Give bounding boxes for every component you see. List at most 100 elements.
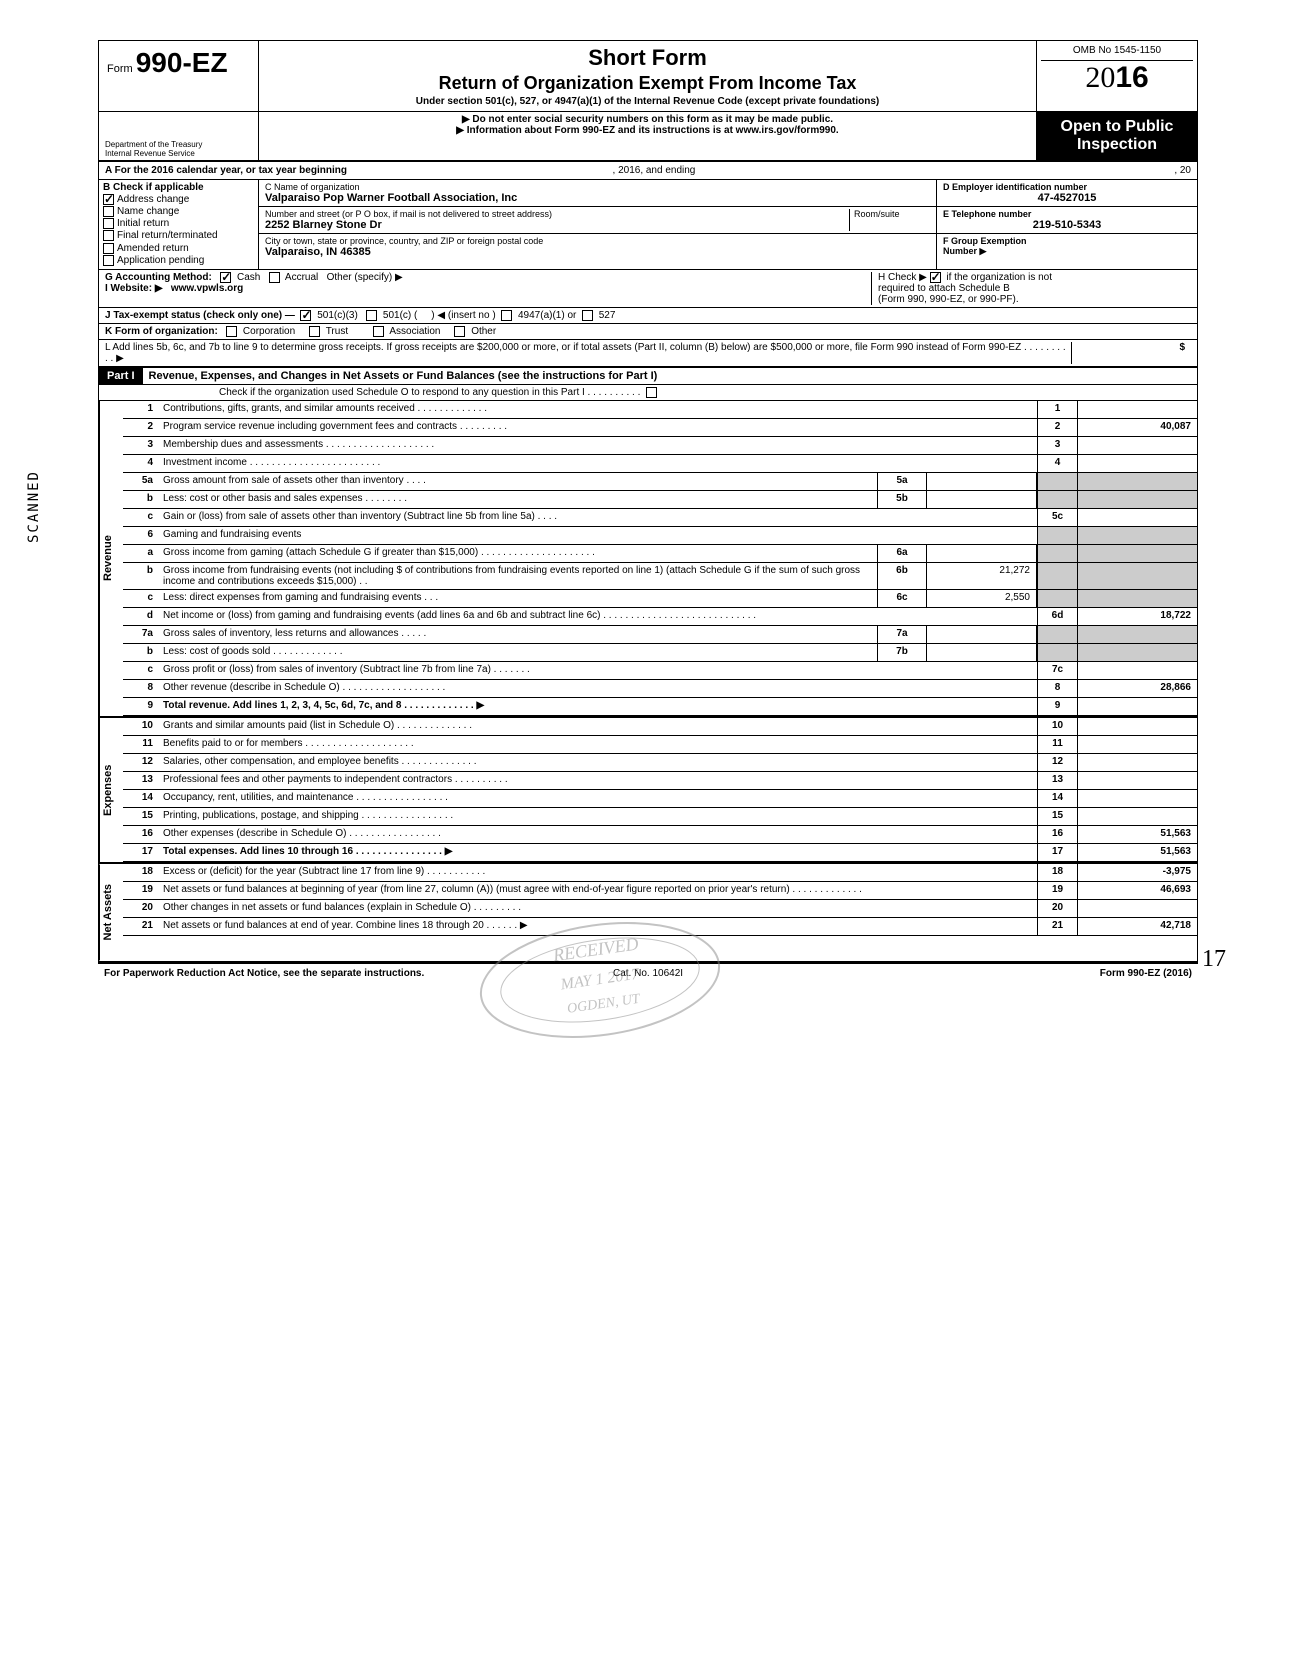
i-site: www.vpwls.org bbox=[171, 283, 243, 294]
cb-501c[interactable] bbox=[366, 310, 377, 321]
year-prefix: 20 bbox=[1085, 61, 1115, 94]
footer: For Paperwork Reduction Act Notice, see … bbox=[98, 964, 1198, 983]
total-line-amt bbox=[1077, 491, 1197, 508]
section-b-through-f: B Check if applicable Address change Nam… bbox=[99, 180, 1197, 270]
cb-corp[interactable] bbox=[226, 326, 237, 337]
footer-right: Form 990-EZ (2016) bbox=[829, 968, 1192, 979]
total-line-num bbox=[1037, 644, 1077, 661]
cb-other[interactable] bbox=[454, 326, 465, 337]
total-line-num: 11 bbox=[1037, 736, 1077, 753]
cb-h[interactable] bbox=[930, 272, 941, 283]
total-line-num: 19 bbox=[1037, 882, 1077, 899]
side-netassets: Net Assets bbox=[99, 864, 123, 960]
line-row: aGross income from gaming (attach Schedu… bbox=[123, 545, 1197, 563]
total-line-amt bbox=[1077, 698, 1197, 715]
part1-title: Revenue, Expenses, and Changes in Net As… bbox=[149, 370, 658, 382]
year-bold: 16 bbox=[1115, 61, 1148, 94]
row-a-label: A For the 2016 calendar year, or tax yea… bbox=[105, 165, 347, 176]
line-row: bLess: cost of goods sold . . . . . . . … bbox=[123, 644, 1197, 662]
line-desc: Gross sales of inventory, less returns a… bbox=[159, 626, 877, 643]
line-num: 20 bbox=[123, 900, 159, 917]
cb-label-2: Name change bbox=[117, 206, 179, 217]
cb-address-change[interactable] bbox=[103, 194, 114, 205]
cb-part1-schedo[interactable] bbox=[646, 387, 657, 398]
j1: 501(c)(3) bbox=[317, 310, 358, 321]
line-num: 2 bbox=[123, 419, 159, 436]
total-line-num: 12 bbox=[1037, 754, 1077, 771]
total-line-num: 18 bbox=[1037, 864, 1077, 881]
total-line-amt bbox=[1077, 455, 1197, 472]
cb-4947[interactable] bbox=[501, 310, 512, 321]
line-num: b bbox=[123, 563, 159, 589]
sub-line-amt bbox=[927, 545, 1037, 562]
total-line-num: 21 bbox=[1037, 918, 1077, 935]
line-num: 19 bbox=[123, 882, 159, 899]
line-num: 15 bbox=[123, 808, 159, 825]
cb-label-5: Amended return bbox=[117, 243, 189, 254]
line-desc: Excess or (deficit) for the year (Subtra… bbox=[159, 864, 1037, 881]
omb-year-block: OMB No 1545-1150 2016 bbox=[1037, 41, 1197, 111]
cb-trust[interactable] bbox=[309, 326, 320, 337]
total-line-amt: 46,693 bbox=[1077, 882, 1197, 899]
total-line-amt: 40,087 bbox=[1077, 419, 1197, 436]
cb-501c3[interactable] bbox=[300, 310, 311, 321]
line-row: 10Grants and similar amounts paid (list … bbox=[123, 718, 1197, 736]
sub-line-amt bbox=[927, 491, 1037, 508]
cb-pending[interactable] bbox=[103, 255, 114, 266]
city-label: City or town, state or province, country… bbox=[265, 236, 930, 246]
total-line-num bbox=[1037, 527, 1077, 544]
line-desc: Gross profit or (loss) from sales of inv… bbox=[159, 662, 1037, 679]
total-line-amt bbox=[1077, 808, 1197, 825]
cb-initial-return[interactable] bbox=[103, 218, 114, 229]
open-public: Open to Public Inspection bbox=[1037, 112, 1197, 160]
total-line-num: 16 bbox=[1037, 826, 1077, 843]
k-label: K Form of organization: bbox=[105, 326, 218, 337]
footer-center: Cat. No. 10642I bbox=[467, 968, 830, 979]
h-text3: required to attach Schedule B bbox=[878, 283, 1010, 294]
cb-name-change[interactable] bbox=[103, 206, 114, 217]
total-line-num: 5c bbox=[1037, 509, 1077, 526]
title-main: Return of Organization Exempt From Incom… bbox=[269, 73, 1026, 94]
line-num: 3 bbox=[123, 437, 159, 454]
j-label: J Tax-exempt status (check only one) — bbox=[105, 310, 295, 321]
total-line-amt bbox=[1077, 644, 1197, 661]
total-line-amt bbox=[1077, 772, 1197, 789]
line-row: 11Benefits paid to or for members . . . … bbox=[123, 736, 1197, 754]
row-a-mid: , 2016, and ending bbox=[613, 165, 696, 176]
cb-cash[interactable] bbox=[220, 272, 231, 283]
total-line-amt: 42,718 bbox=[1077, 918, 1197, 935]
cb-label-1: Address change bbox=[117, 194, 189, 205]
sub-line-num: 5a bbox=[877, 473, 927, 490]
cb-527[interactable] bbox=[582, 310, 593, 321]
cb-label-4: Final return/terminated bbox=[117, 231, 218, 242]
scanned-stamp: SCANNED bbox=[26, 470, 42, 543]
c-label: C Name of organization bbox=[265, 182, 930, 192]
sub-line-num: 6b bbox=[877, 563, 927, 589]
row-g-h: G Accounting Method: Cash Accrual Other … bbox=[99, 270, 1197, 308]
form-990ez: Form 990-EZ Short Form Return of Organiz… bbox=[98, 40, 1198, 964]
line-row: 14Occupancy, rent, utilities, and mainte… bbox=[123, 790, 1197, 808]
total-line-amt: 51,563 bbox=[1077, 826, 1197, 843]
total-line-num: 17 bbox=[1037, 844, 1077, 861]
cb-final-return[interactable] bbox=[103, 230, 114, 241]
line-desc: Contributions, gifts, grants, and simila… bbox=[159, 401, 1037, 418]
cb-amended[interactable] bbox=[103, 243, 114, 254]
org-addr: 2252 Blarney Stone Dr bbox=[265, 219, 849, 231]
line-row: 7aGross sales of inventory, less returns… bbox=[123, 626, 1197, 644]
cb-assoc[interactable] bbox=[373, 326, 384, 337]
line-row: 20Other changes in net assets or fund ba… bbox=[123, 900, 1197, 918]
total-line-num: 15 bbox=[1037, 808, 1077, 825]
j4: 527 bbox=[599, 310, 616, 321]
sub-line-amt: 2,550 bbox=[927, 590, 1037, 607]
dept-line1: Department of the Treasury bbox=[105, 140, 252, 149]
l-prefix: $ bbox=[1179, 342, 1185, 353]
total-line-num: 1 bbox=[1037, 401, 1077, 418]
total-line-amt bbox=[1077, 662, 1197, 679]
line-num: 14 bbox=[123, 790, 159, 807]
line-row: 4Investment income . . . . . . . . . . .… bbox=[123, 455, 1197, 473]
room-label: Room/suite bbox=[854, 209, 930, 219]
total-line-amt bbox=[1077, 527, 1197, 544]
total-line-num: 9 bbox=[1037, 698, 1077, 715]
cb-accrual[interactable] bbox=[269, 272, 280, 283]
total-line-amt bbox=[1077, 563, 1197, 589]
